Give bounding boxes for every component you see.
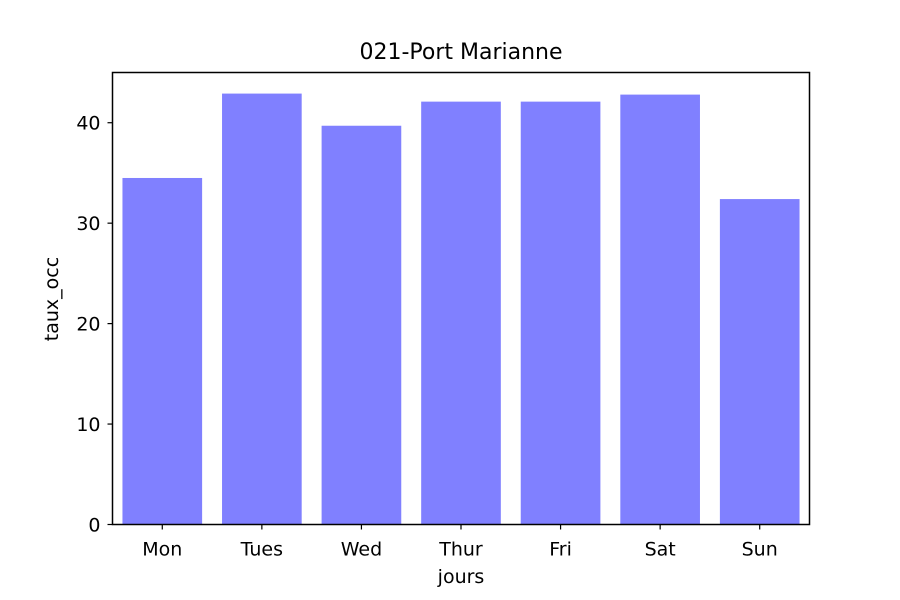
y-tick-label: 20 (76, 314, 100, 336)
x-tick-label: Sat (645, 539, 676, 561)
x-axis-ticks: Mon Tues Wed Thur Fri Sat Sun (142, 524, 778, 561)
chart-title: 021-Port Marianne (359, 40, 562, 65)
x-tick-label: Sun (742, 539, 778, 561)
bar-thur (421, 101, 501, 525)
y-axis-ticks: 0 10 20 30 40 (76, 113, 113, 537)
plot-frame (111, 71, 811, 526)
x-tick-label: Tues (240, 539, 283, 561)
x-tick-label: Mon (142, 539, 182, 561)
y-tick-label: 30 (76, 213, 100, 235)
x-axis-label: jours (437, 566, 485, 588)
y-tick-label: 10 (76, 414, 100, 436)
bars-group (122, 93, 800, 525)
x-tick-label: Fri (549, 539, 572, 561)
bar-sun (719, 199, 800, 525)
x-tick-label: Wed (341, 539, 382, 561)
bar-tues (222, 93, 302, 525)
y-tick-label: 0 (88, 515, 100, 537)
bar-mon (122, 177, 203, 525)
y-tick-label: 40 (76, 113, 100, 135)
bar-wed (321, 125, 402, 525)
bar-sat (620, 94, 700, 525)
x-tick-label: Thur (438, 539, 483, 561)
y-axis-label: taux_occ (41, 257, 63, 341)
bar-fri (520, 101, 601, 525)
